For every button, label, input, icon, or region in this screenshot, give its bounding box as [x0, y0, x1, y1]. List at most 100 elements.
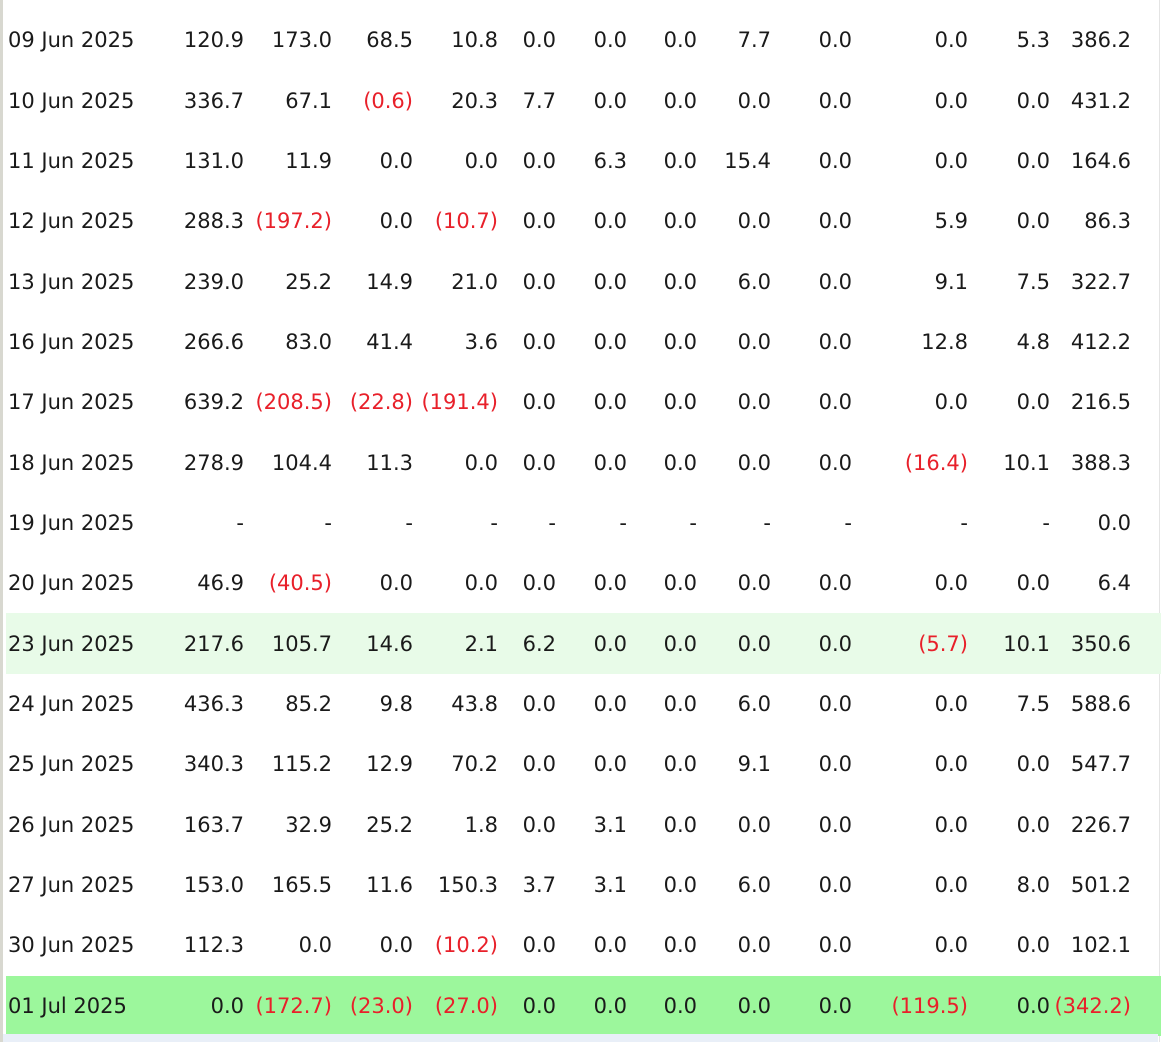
row-value-cell: 43.8	[451, 691, 498, 716]
row-value-cell: 67.1	[285, 88, 332, 113]
flows-table: 09 Jun 2025 120.9 173.0 68.5 10.8 0.0 0.0 0.0 7.…	[6, 10, 1161, 1036]
row-value-cell: 0.0	[379, 933, 413, 958]
row-value-cell: 15.4	[724, 148, 771, 173]
row-value-cell: 0.0	[522, 450, 556, 475]
row-spacer	[1131, 131, 1161, 191]
row-value-cell: 0.0	[934, 390, 968, 415]
row-value-cell: 0.0	[737, 450, 771, 475]
row-value-cell: 173.0	[271, 28, 332, 53]
table-row: 27 Jun 2025 153.0 165.5 11.6 150.3 3.7 3.1 0.0 6…	[6, 855, 1161, 915]
row-date: 16 Jun 2025	[8, 329, 135, 354]
row-value-cell: 0.0	[593, 691, 627, 716]
row-value-cell: 0.0	[522, 691, 556, 716]
row-value-cell: 0.0	[593, 752, 627, 777]
row-date: 27 Jun 2025	[8, 872, 135, 897]
row-spacer	[1131, 432, 1161, 492]
table-row: 23 Jun 2025 217.6 105.7 14.6 2.1 6.2 0.0 0.0 0.0…	[6, 613, 1161, 674]
row-spacer	[1131, 855, 1161, 915]
row-value-cell: 14.6	[332, 613, 413, 674]
row-value-cell: 278.9	[183, 450, 244, 475]
row-value-cell: 0.0	[498, 975, 556, 1036]
row-value-cell: 336.7	[183, 88, 244, 113]
row-value-cell: -	[548, 510, 556, 535]
table-row: 11 Jun 2025 131.0 11.9 0.0 0.0 0.0 6.3 0.0 15.4 0…	[6, 131, 1161, 191]
row-value-cell: -	[236, 510, 244, 535]
row-value-cell: 8.0	[1016, 872, 1050, 897]
row-value-cell: 0.0	[818, 269, 852, 294]
row-value-cell: 0.0	[934, 933, 968, 958]
row-value-cell: 12.9	[366, 752, 413, 777]
row-value-cell: 20.3	[451, 88, 498, 113]
row-date: 19 Jun 2025	[8, 510, 135, 535]
row-value-cell: 10.1	[1003, 450, 1050, 475]
row-spacer	[1131, 493, 1161, 553]
row-value-cell: -	[763, 510, 771, 535]
row-value-cell: 0.0	[818, 450, 852, 475]
row-value-cell: 86.3	[1084, 209, 1131, 234]
row-value-cell: 0.0	[737, 209, 771, 234]
row-value-cell: 0.0	[663, 752, 697, 777]
row-value-cell: 9.1	[737, 752, 771, 777]
table-row: 01 Jul 2025 0.0 (172.7) (23.0) (27.0) 0.0 0.0 0…	[6, 975, 1161, 1036]
row-value-cell: 11.6	[366, 872, 413, 897]
row-value-cell: 115.2	[271, 752, 332, 777]
row-value-cell: 10.1	[968, 613, 1050, 674]
row-date: 20 Jun 2025	[8, 571, 135, 596]
row-value-cell: 0.0	[934, 28, 968, 53]
row-value-cell: 0.0	[593, 390, 627, 415]
row-value-cell: 5.9	[934, 209, 968, 234]
row-value-cell: 0.0	[818, 209, 852, 234]
row-date: 18 Jun 2025	[8, 450, 135, 475]
row-date: 25 Jun 2025	[8, 752, 135, 777]
row-value-cell: 0.0	[522, 269, 556, 294]
row-spacer	[1131, 674, 1161, 734]
row-value-cell: 0.0	[1016, 752, 1050, 777]
row-value-cell: 266.6	[183, 329, 244, 354]
row-value-cell: -	[324, 510, 332, 535]
row-spacer	[1131, 251, 1161, 311]
row-value-cell: 0.0	[1016, 812, 1050, 837]
row-value-cell: (0.6)	[363, 88, 413, 113]
row-value-cell: 7.7	[522, 88, 556, 113]
table-row: 09 Jun 2025 120.9 173.0 68.5 10.8 0.0 0.0 0.0 7.…	[6, 10, 1161, 70]
row-value-cell: 0.0	[1016, 148, 1050, 173]
row-date: 09 Jun 2025	[8, 28, 135, 53]
row-value-cell: 0.0	[556, 613, 627, 674]
row-spacer	[1131, 975, 1161, 1036]
row-value-cell: 0.0	[663, 148, 697, 173]
row-value-cell: 0.0	[968, 975, 1050, 1036]
table-row: 19 Jun 2025 - - - - - - - - - - - 0.0	[6, 493, 1161, 553]
row-value-cell: -	[689, 510, 697, 535]
row-spacer	[1131, 191, 1161, 251]
row-value-cell: 0.0	[818, 28, 852, 53]
row-value-cell: 0.0	[663, 872, 697, 897]
table-row: 30 Jun 2025 112.3 0.0 0.0 (10.2) 0.0 0.0 0.0 0.0…	[6, 915, 1161, 975]
row-value-cell: 639.2	[183, 390, 244, 415]
row-value-cell: 0.0	[1016, 88, 1050, 113]
row-value-cell: (23.0)	[332, 975, 413, 1036]
table-row: 18 Jun 2025 278.9 104.4 11.3 0.0 0.0 0.0 0.0 0.0…	[6, 432, 1161, 492]
row-value-cell: 14.9	[366, 269, 413, 294]
row-value-cell: 32.9	[285, 812, 332, 837]
row-value-cell: 0.0	[379, 148, 413, 173]
row-spacer	[1131, 10, 1161, 70]
row-value-cell: 386.2	[1070, 28, 1131, 53]
row-value-cell: 25.2	[285, 269, 332, 294]
row-value-cell: 0.0	[593, 269, 627, 294]
row-value-cell: 0.0	[379, 571, 413, 596]
row-value-cell: 6.0	[737, 872, 771, 897]
row-spacer	[1131, 372, 1161, 432]
row-value-cell: (40.5)	[268, 571, 332, 596]
table-row: 20 Jun 2025 46.9 (40.5) 0.0 0.0 0.0 0.0 0.0 0.0 0…	[6, 553, 1161, 613]
row-value-cell: 0.0	[379, 209, 413, 234]
row-value-cell: 0.0	[593, 88, 627, 113]
row-value-cell: 131.0	[183, 148, 244, 173]
row-value-cell: 436.3	[183, 691, 244, 716]
row-value-cell: 70.2	[451, 752, 498, 777]
row-value-cell: 12.8	[921, 329, 968, 354]
row-value-cell: 0.0	[627, 613, 697, 674]
row-value-cell: 11.9	[285, 148, 332, 173]
row-value-cell: 0.0	[818, 390, 852, 415]
row-value-cell: 0.0	[818, 872, 852, 897]
row-value-cell: 226.7	[1070, 812, 1131, 837]
